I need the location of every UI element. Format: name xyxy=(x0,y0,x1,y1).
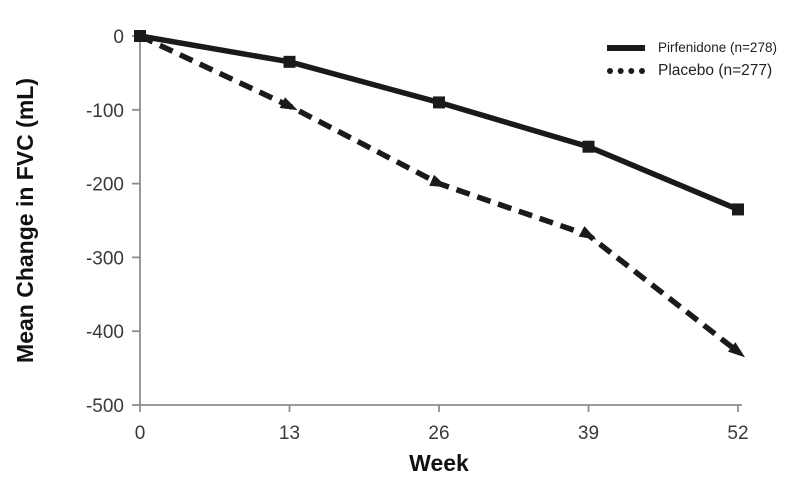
triangle-marker xyxy=(429,174,448,188)
x-tick-label: 52 xyxy=(727,423,748,444)
legend-label-pirfenidone: Pirfenidone (n=278) xyxy=(658,40,777,55)
x-tick-label: 39 xyxy=(578,423,599,444)
x-tick-label: 26 xyxy=(428,423,449,444)
y-tick-label: -400 xyxy=(86,322,124,343)
y-tick-label: 0 xyxy=(113,27,124,48)
triangle-marker xyxy=(578,226,597,240)
square-marker xyxy=(732,203,744,216)
x-axis-title: Week xyxy=(409,450,469,476)
x-tick-label: 13 xyxy=(279,423,300,444)
series-line-1 xyxy=(138,33,740,355)
y-tick-label: -300 xyxy=(86,248,124,269)
legend-label-placebo: Placebo (n=277) xyxy=(658,62,773,79)
square-marker xyxy=(433,96,445,109)
triangle-marker xyxy=(279,97,298,111)
y-tick-label: -500 xyxy=(86,396,124,417)
triangle-marker xyxy=(728,342,746,358)
legend-item-pirfenidone: Pirfenidone (n=278) xyxy=(607,40,777,55)
x-tick-label: 0 xyxy=(135,423,146,444)
dotted-line-swatch xyxy=(607,68,645,74)
y-tick-label: -100 xyxy=(86,101,124,122)
square-marker xyxy=(283,55,296,68)
y-axis-title: Mean Change in FVC (mL) xyxy=(12,78,38,363)
chart-legend: Pirfenidone (n=278) Placebo (n=277) xyxy=(607,40,777,80)
y-tick-label: -200 xyxy=(86,175,124,196)
legend-item-placebo: Placebo (n=277) xyxy=(607,62,777,80)
solid-line-swatch xyxy=(607,44,645,51)
square-marker xyxy=(582,140,595,153)
